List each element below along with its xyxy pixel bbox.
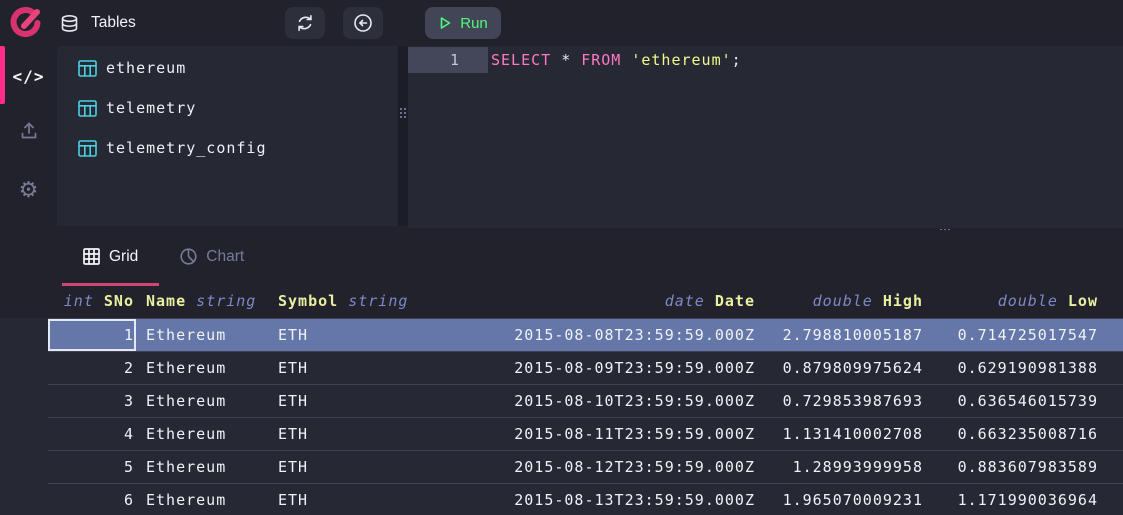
column-header-symbol[interactable]: Symbol string xyxy=(278,292,409,310)
cell-name[interactable]: Ethereum xyxy=(146,326,227,344)
table-name: telemetry xyxy=(106,99,197,117)
grid-icon xyxy=(83,248,100,265)
circle-arrow-left-icon xyxy=(353,13,373,33)
jump-to-query-button[interactable] xyxy=(343,7,383,39)
cell-high[interactable]: 1.28993999958 xyxy=(792,458,923,476)
column-header-date[interactable]: date Date xyxy=(664,292,755,310)
tab-grid-label: Grid xyxy=(109,247,139,265)
pie-chart-icon xyxy=(180,248,197,265)
vertical-splitter[interactable] xyxy=(398,46,408,226)
table-list-item[interactable]: telemetry_config xyxy=(57,128,398,168)
tables-panel: ethereum telemetry xyxy=(57,46,398,226)
tab-grid[interactable]: Grid xyxy=(62,230,160,286)
cell-sno[interactable]: 3 xyxy=(123,392,134,410)
cell-symbol[interactable]: ETH xyxy=(278,425,309,443)
table-row[interactable]: 3 Ethereum ETH 2015-08-10T23:59:59.000Z … xyxy=(48,384,1123,417)
cell-date[interactable]: 2015-08-13T23:59:59.000Z xyxy=(514,491,755,509)
cell-low[interactable]: 1.171990036964 xyxy=(957,491,1098,509)
sql-string-literal: 'ethereum' xyxy=(631,51,732,69)
cell-symbol[interactable]: ETH xyxy=(278,458,309,476)
results-panel: Grid Chart int SNo Name string Symbol st… xyxy=(0,230,1123,515)
cell-date[interactable]: 2015-08-08T23:59:59.000Z xyxy=(514,326,755,344)
cell-sno[interactable]: 5 xyxy=(123,458,134,476)
grid-rows: 1 Ethereum ETH 2015-08-08T23:59:59.000Z … xyxy=(0,318,1123,515)
cell-low[interactable]: 0.636546015739 xyxy=(957,392,1098,410)
run-query-button[interactable]: Run xyxy=(425,7,501,39)
upload-icon xyxy=(19,121,39,141)
table-row[interactable]: 1 Ethereum ETH 2015-08-08T23:59:59.000Z … xyxy=(48,318,1123,351)
refresh-icon xyxy=(296,14,314,32)
cell-low[interactable]: 0.714725017547 xyxy=(957,326,1098,344)
cell-low[interactable]: 0.663235008716 xyxy=(957,425,1098,443)
cell-name[interactable]: Ethereum xyxy=(146,392,227,410)
refresh-tables-button[interactable] xyxy=(285,7,325,39)
cell-high[interactable]: 2.798810005187 xyxy=(782,326,923,344)
table-icon xyxy=(78,59,97,77)
table-row[interactable]: 2 Ethereum ETH 2015-08-09T23:59:59.000Z … xyxy=(48,351,1123,384)
cell-sno[interactable]: 4 xyxy=(123,425,134,443)
tab-chart-label: Chart xyxy=(206,247,245,265)
editor-current-line: 1 SELECT * FROM 'ethereum'; xyxy=(408,47,1123,73)
cell-name[interactable]: Ethereum xyxy=(146,359,227,377)
grid-header: int SNo Name string Symbol string date D… xyxy=(0,286,1123,318)
sql-keyword: FROM xyxy=(581,51,622,69)
table-icon xyxy=(78,99,97,117)
cell-low[interactable]: 0.883607983589 xyxy=(957,458,1098,476)
table-row[interactable]: 5 Ethereum ETH 2015-08-12T23:59:59.000Z … xyxy=(48,450,1123,483)
table-row[interactable]: 6 Ethereum ETH 2015-08-13T23:59:59.000Z … xyxy=(48,483,1123,515)
cell-low[interactable]: 0.629190981388 xyxy=(957,359,1098,377)
active-rail-indicator xyxy=(0,46,5,104)
column-header-name[interactable]: Name string xyxy=(146,292,257,310)
rail-item-import[interactable] xyxy=(0,109,57,153)
sql-star: * xyxy=(561,51,572,69)
cell-sno[interactable]: 1 xyxy=(48,319,136,351)
table-list-item[interactable]: ethereum xyxy=(57,48,398,88)
table-list-item[interactable]: telemetry xyxy=(57,88,398,128)
cell-high[interactable]: 1.965070009231 xyxy=(782,491,923,509)
cell-name[interactable]: Ethereum xyxy=(146,491,227,509)
run-button-label: Run xyxy=(460,14,488,32)
table-row[interactable]: 4 Ethereum ETH 2015-08-11T23:59:59.000Z … xyxy=(48,417,1123,450)
drag-handle-icon xyxy=(400,108,406,118)
results-tabs: Grid Chart xyxy=(0,230,1123,286)
top-bar: Tables Run xyxy=(0,0,1123,46)
sql-semicolon: ; xyxy=(731,51,742,69)
line-number: 1 xyxy=(408,47,488,73)
column-header-low[interactable]: double Low xyxy=(997,292,1098,310)
cell-sno[interactable]: 6 xyxy=(123,491,134,509)
sql-keyword: SELECT xyxy=(491,51,552,69)
database-icon xyxy=(60,14,79,33)
cell-date[interactable]: 2015-08-11T23:59:59.000Z xyxy=(514,425,755,443)
cell-high[interactable]: 0.879809975624 xyxy=(782,359,923,377)
cell-sno[interactable]: 2 xyxy=(123,359,134,377)
tab-chart[interactable]: Chart xyxy=(159,230,265,286)
cell-symbol[interactable]: ETH xyxy=(278,326,309,344)
table-icon xyxy=(78,139,97,157)
cell-symbol[interactable]: ETH xyxy=(278,359,309,377)
cell-symbol[interactable]: ETH xyxy=(278,392,309,410)
questdb-logo-icon[interactable] xyxy=(7,5,43,41)
cell-symbol[interactable]: ETH xyxy=(278,491,309,509)
cell-name[interactable]: Ethereum xyxy=(146,458,227,476)
tables-panel-title: Tables xyxy=(91,14,136,31)
sql-code-line: SELECT * FROM 'ethereum'; xyxy=(488,47,742,73)
sql-editor[interactable]: 1 SELECT * FROM 'ethereum'; xyxy=(408,46,1123,228)
cell-date[interactable]: 2015-08-10T23:59:59.000Z xyxy=(514,392,755,410)
column-header-sno[interactable]: int SNo xyxy=(63,292,134,310)
gear-icon: ⚙ xyxy=(18,177,39,202)
column-header-high[interactable]: double High xyxy=(812,292,923,310)
play-icon xyxy=(438,16,452,30)
cell-date[interactable]: 2015-08-12T23:59:59.000Z xyxy=(514,458,755,476)
table-name: ethereum xyxy=(106,59,187,77)
cell-name[interactable]: Ethereum xyxy=(146,425,227,443)
rail-item-code-editor[interactable]: </> xyxy=(0,54,57,98)
table-name: telemetry_config xyxy=(106,139,267,157)
cell-high[interactable]: 0.729853987693 xyxy=(782,392,923,410)
code-icon: </> xyxy=(12,66,45,86)
rail-item-settings[interactable]: ⚙ xyxy=(0,168,57,212)
cell-date[interactable]: 2015-08-09T23:59:59.000Z xyxy=(514,359,755,377)
cell-high[interactable]: 1.131410002708 xyxy=(782,425,923,443)
